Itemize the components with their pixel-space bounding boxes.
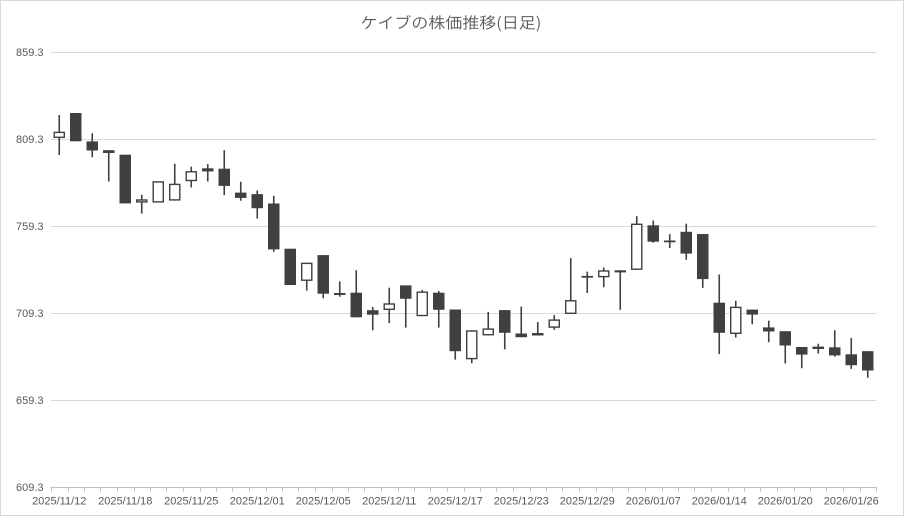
svg-text:659.3: 659.3	[16, 395, 44, 407]
svg-text:2025/11/18: 2025/11/18	[98, 495, 152, 507]
svg-text:2025/12/01: 2025/12/01	[230, 495, 285, 507]
svg-text:709.3: 709.3	[16, 308, 44, 320]
svg-text:809.3: 809.3	[16, 134, 44, 146]
svg-text:759.3: 759.3	[16, 221, 44, 233]
svg-text:2025/12/23: 2025/12/23	[494, 495, 549, 507]
svg-text:859.3: 859.3	[16, 47, 44, 59]
svg-text:2025/11/12: 2025/11/12	[32, 495, 86, 507]
svg-text:2026/01/07: 2026/01/07	[626, 495, 681, 507]
svg-text:2026/01/20: 2026/01/20	[758, 495, 813, 507]
svg-text:2026/01/14: 2026/01/14	[692, 495, 747, 507]
svg-text:2025/12/11: 2025/12/11	[362, 495, 416, 507]
svg-text:609.3: 609.3	[16, 482, 44, 494]
svg-text:2025/12/17: 2025/12/17	[428, 495, 483, 507]
svg-text:2025/11/25: 2025/11/25	[164, 495, 218, 507]
svg-text:2025/12/29: 2025/12/29	[560, 495, 615, 507]
svg-text:2025/12/05: 2025/12/05	[296, 495, 351, 507]
svg-text:2026/01/26: 2026/01/26	[824, 495, 879, 507]
